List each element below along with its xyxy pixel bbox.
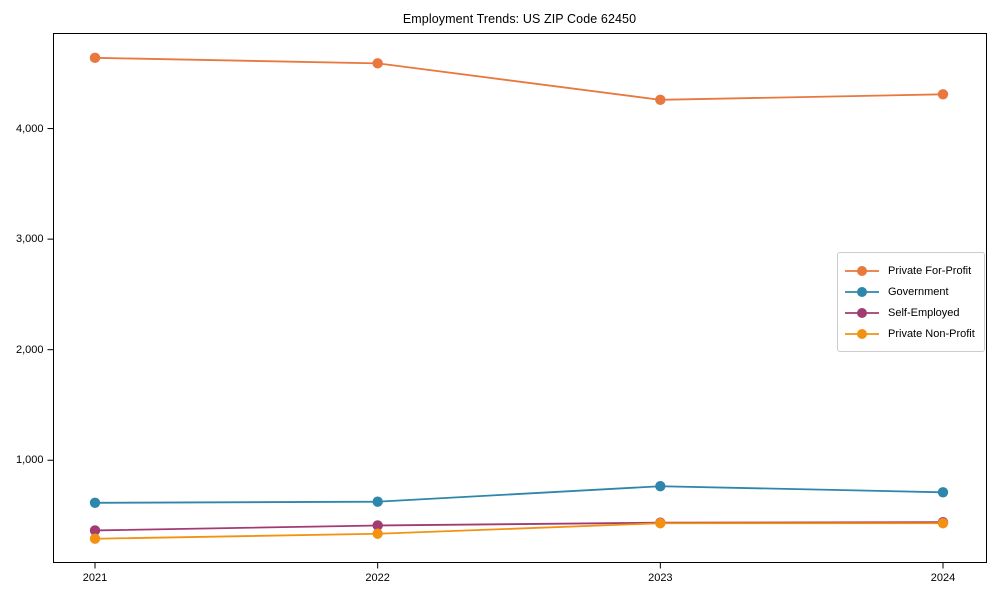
- data-point-self-employed: [89, 525, 101, 536]
- data-point-private-for-profit: [89, 52, 101, 64]
- series-line-private-non-profit: [94, 522, 943, 540]
- data-point-government: [89, 497, 101, 509]
- data-point-private-non-profit: [372, 528, 383, 539]
- data-point-private-non-profit: [89, 533, 101, 544]
- chart-title: Employment Trends: US ZIP Code 62450: [402, 12, 637, 26]
- data-point-private-for-profit: [372, 58, 383, 69]
- legend-label: Self-Employed: [888, 306, 960, 319]
- legend-marker-icon: [845, 307, 879, 318]
- data-point-self-employed: [372, 520, 383, 531]
- legend-label: Private Non-Profit: [888, 327, 975, 340]
- data-point-government: [655, 481, 666, 492]
- legend-item-private-non-profit: Private Non-Profit: [844, 323, 976, 344]
- data-point-government: [372, 496, 383, 507]
- legend: Private For-Profit Government Self-Employe…: [837, 252, 985, 352]
- series-line-government: [94, 485, 944, 504]
- legend-label: Private For-Profit: [888, 264, 972, 277]
- series-line-private-for-profit: [94, 56, 944, 101]
- y-tick-label: 4,000: [15, 122, 44, 135]
- y-tick-label: 2,000: [15, 343, 44, 356]
- x-tick-label: 2022: [365, 571, 390, 584]
- data-point-government: [937, 487, 949, 498]
- data-point-private-non-profit: [937, 518, 949, 529]
- y-tick-label: 3,000: [15, 233, 44, 246]
- legend-item-self-employed: Self-Employed: [844, 302, 976, 323]
- data-point-private-for-profit: [655, 94, 666, 106]
- legend-label: Government: [888, 285, 949, 298]
- legend-marker-icon: [845, 328, 879, 339]
- legend-marker-icon: [845, 265, 879, 276]
- x-tick-label: 2024: [930, 571, 956, 584]
- data-point-private-for-profit: [937, 89, 949, 100]
- legend-item-government: Government: [844, 281, 976, 302]
- data-point-private-non-profit: [655, 518, 666, 529]
- x-tick-label: 2023: [648, 571, 673, 584]
- legend-marker-icon: [845, 286, 879, 297]
- legend-item-private-for-profit: Private For-Profit: [844, 260, 976, 281]
- y-tick-label: 1,000: [15, 454, 44, 467]
- x-tick-label: 2021: [82, 571, 108, 584]
- plot-frame: [53, 33, 987, 563]
